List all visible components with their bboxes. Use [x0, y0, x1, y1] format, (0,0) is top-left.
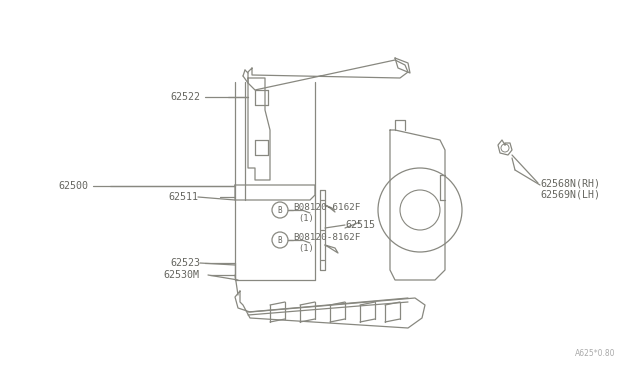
Text: 62569N(LH): 62569N(LH) [540, 189, 600, 199]
Text: B: B [278, 205, 282, 215]
Text: 62500: 62500 [58, 181, 88, 191]
Text: (1): (1) [298, 244, 314, 253]
Text: B08120-8162F: B08120-8162F [293, 232, 360, 241]
Text: 62515: 62515 [345, 220, 375, 230]
Text: B08120-6162F: B08120-6162F [293, 202, 360, 212]
Text: 62568N(RH): 62568N(RH) [540, 178, 600, 188]
Text: 62511: 62511 [168, 192, 198, 202]
Text: 62522: 62522 [170, 92, 200, 102]
Text: B: B [278, 235, 282, 244]
Text: A625*0.80: A625*0.80 [575, 349, 615, 358]
Text: (1): (1) [298, 214, 314, 222]
Text: 62523: 62523 [170, 258, 200, 268]
Text: 62530M: 62530M [163, 270, 199, 280]
